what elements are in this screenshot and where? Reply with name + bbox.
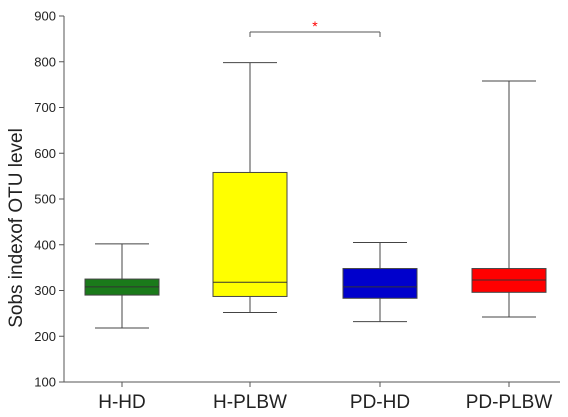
x-tick-label-PD-HD: PD-HD [350,392,410,413]
y-tick-label-600: 600 [34,146,56,161]
y-tick-label-700: 700 [34,100,56,115]
box-PD-HD [342,241,418,323]
boxes [84,62,547,329]
box-H-PLBW [212,62,288,313]
y-axis-title: Sobs indexof OTU level [6,128,27,328]
y-tick-label-500: 500 [34,192,56,207]
x-tick-label-H-PLBW: H-PLBW [213,392,287,413]
annotations: * [249,18,381,38]
x-tick-label-H-HD: H-HD [98,392,146,413]
y-tick-label-900: 900 [34,9,56,24]
y-tick-label-100: 100 [34,375,56,390]
y-tick-label-800: 800 [34,54,56,69]
iqr-box-H-PLBW [212,171,288,297]
iqr-box-PD-HD [342,268,418,299]
x-tick-label-PD-PLBW: PD-PLBW [466,392,553,413]
box-PD-PLBW [471,80,547,318]
significance-marker-0: * [312,18,318,34]
box-H-HD [84,243,160,329]
y-tick-label-300: 300 [34,283,56,298]
y-tick-label-200: 200 [34,329,56,344]
y-tick-label-400: 400 [34,237,56,252]
axes: 100 200 300 400 500 600 700 800 900 H-HD H-PLBW PD-… [34,9,560,413]
